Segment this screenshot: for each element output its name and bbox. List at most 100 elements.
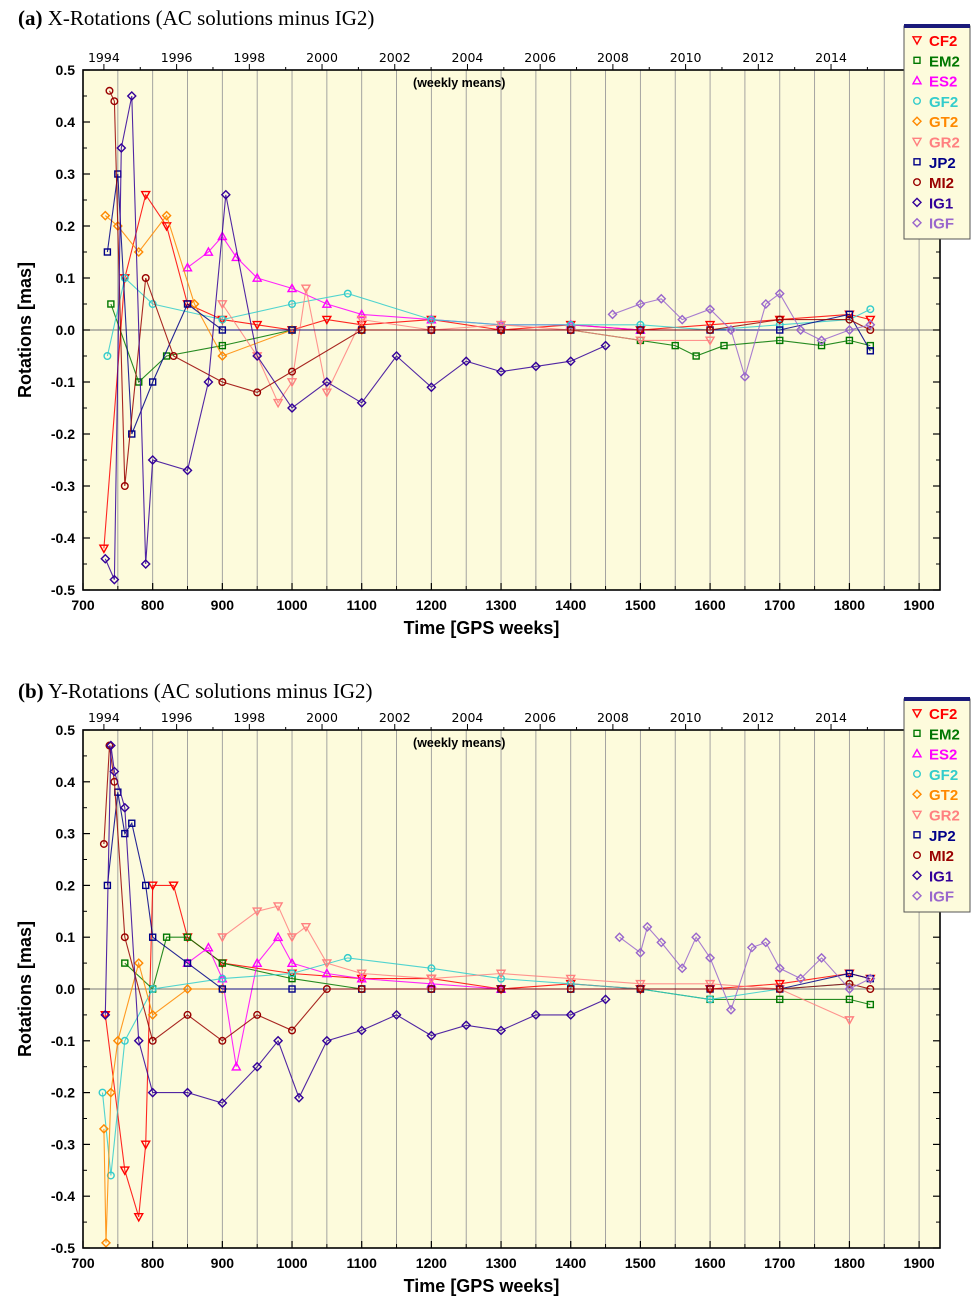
data-point-jp2 [866,347,875,355]
x-tick-label: 1200 [416,1255,447,1271]
data-point-igf [774,288,785,299]
data-point-mi2 [141,274,150,283]
data-point-em2 [218,341,227,350]
x-tick-label: 800 [141,1255,165,1271]
legend-marker-jp2 [913,158,921,166]
data-point-es2 [203,246,214,256]
y-tick-label: 0.4 [56,774,76,790]
data-point-gr2 [844,1016,855,1026]
x-tick-label: 1600 [694,1255,725,1271]
data-point-mi2 [775,315,784,324]
data-point-ig1 [217,1097,228,1108]
data-point-ig1 [321,1035,332,1046]
legend-label-mi2: MI2 [929,848,954,865]
panel-title-text: Y-Rotations (AC solutions minus IG2) [48,679,373,703]
y-tick-label: -0.2 [51,426,75,442]
data-point-gf2 [427,315,436,324]
year-tick-label: 2002 [379,50,411,65]
data-point-cf2 [161,222,172,232]
y-tick-label: 0.1 [56,929,76,945]
data-point-igf [656,293,667,304]
series-line-ig1 [104,745,606,1104]
data-point-ig1 [119,802,130,813]
series-line-es2 [187,936,502,1067]
legend-label-gr2: GR2 [929,808,960,825]
panel-title: (b) Y-Rotations (AC solutions minus IG2) [18,679,373,704]
legend-marker-em2 [913,729,921,738]
data-point-gt2 [161,210,172,221]
data-point-jp2 [845,310,854,319]
data-point-igf [725,1004,736,1015]
data-point-igf [691,932,702,943]
data-point-jp2 [183,959,192,967]
legend-label-gf2: GF2 [929,767,958,784]
annotation-weekly-means: (weekly means) [413,736,505,750]
data-point-igf [642,921,653,932]
data-point-mi2 [253,1010,262,1019]
data-point-igf [795,325,806,335]
x-tick-label: 1800 [834,1255,865,1271]
top-year-axis: 1994 1996 1998 2000 2002 2004 2006 2008 2010 2012… [88,50,868,70]
year-tick-label: 2010 [670,710,702,725]
y-tick-label: 0.0 [56,981,76,997]
chart-panel-x-rotations: (a) X-Rotations (AC solutions minus IG2)… [15,6,971,638]
x-tick-label: 1100 [347,1255,378,1271]
data-point-es2 [217,230,228,241]
data-point-ig1 [109,574,120,585]
y-tick-label: 0.2 [56,877,76,893]
data-point-gt2 [105,1087,116,1098]
data-point-cf2 [865,315,876,326]
data-point-ig1 [126,91,137,101]
data-point-ig1 [252,1061,263,1072]
legend-label-mi2: MI2 [929,175,954,192]
legend-marker-ig1 [912,870,922,881]
year-tick-label: 2010 [670,50,702,65]
data-point-ig1 [565,1009,576,1020]
data-point-mi2 [120,482,129,491]
year-tick-label: 2002 [379,710,411,725]
data-point-em2 [776,336,784,345]
y-tick-label: -0.4 [51,1188,75,1204]
series-line-igf [619,925,871,1012]
year-tick-label: 1998 [233,710,265,725]
data-point-gr2 [300,922,312,933]
data-point-gt2 [147,1009,158,1020]
data-point-jp2 [148,933,157,941]
data-point-cf2 [704,320,716,331]
panel-title-text: X-Rotations (AC solutions minus IG2) [47,6,375,30]
data-point-es2 [426,978,437,988]
data-point-jp2 [866,974,875,983]
data-point-igf [725,325,736,335]
data-point-mi2 [169,352,178,361]
series-line-igf [612,292,871,379]
x-axis-label: Time [GPS weeks] [404,618,560,638]
y-tick-label: -0.1 [51,374,75,390]
data-point-gt2 [217,351,228,361]
data-point-gt2 [133,958,144,969]
series-group [98,86,876,585]
legend-marker-es2 [911,748,923,758]
series-line-gr2 [221,905,850,1021]
legend-label-cf2: CF2 [929,33,957,50]
data-point-gr2 [217,933,228,943]
x-tick-label: 1500 [625,597,656,613]
data-point-gr2 [704,979,716,990]
year-tick-label: 1996 [161,710,193,725]
y-rotations-chart: 700 800 900 1000 1100 1200 1300 1400 1500 1600 170… [15,697,971,1296]
data-point-cf2 [98,544,110,554]
data-point-mi2 [218,378,227,387]
data-point-mi2 [99,839,108,848]
data-point-gr2 [635,979,646,990]
data-point-gr2 [300,284,312,294]
legend-label-ig1: IG1 [929,868,953,885]
data-point-mi2 [566,326,575,335]
data-point-ig1 [530,361,541,372]
data-point-gr2 [286,933,298,943]
series-line-gf2 [106,276,871,357]
y-tick-label: 0.2 [56,218,76,234]
data-point-jp2 [142,881,150,890]
legend-label-em2: EM2 [929,53,960,70]
data-point-gf2 [103,352,112,361]
data-point-jp2 [288,326,296,334]
data-point-gf2 [636,320,645,329]
